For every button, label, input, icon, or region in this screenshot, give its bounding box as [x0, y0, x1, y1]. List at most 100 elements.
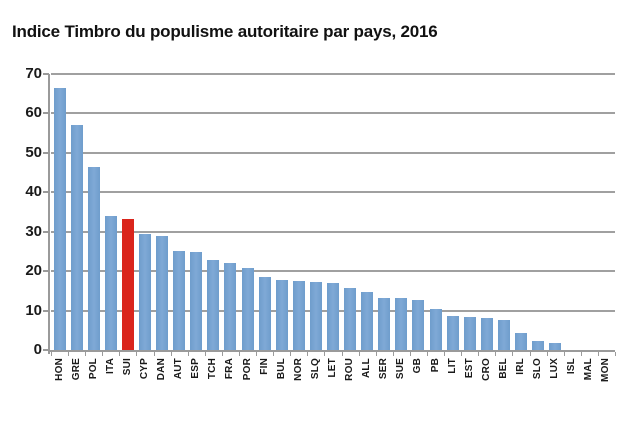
x-axis-tick: [221, 352, 223, 356]
bar-ALL: [361, 291, 374, 350]
x-axis-tick: [239, 352, 240, 356]
gridline-60: [51, 112, 615, 115]
bar-DAN: [156, 235, 169, 350]
x-axis-tick: [461, 352, 463, 356]
x-axis-tick: [392, 352, 394, 356]
bar-BUL: [275, 280, 288, 350]
bar-LIT: [446, 316, 459, 350]
x-axis-tick: [563, 352, 565, 356]
x-axis-label-IRL: IRL: [515, 358, 526, 375]
x-axis-tick: [324, 352, 326, 356]
x-axis-tick: [409, 352, 411, 356]
bar-GRE: [70, 124, 83, 350]
y-axis-tick-label: 50: [25, 143, 42, 161]
bar-LUX: [549, 343, 562, 350]
x-axis-label-NOR: NOR: [292, 358, 304, 381]
y-axis-tick: [43, 230, 49, 233]
x-axis-tick: [427, 352, 428, 356]
x-axis-tick: [478, 352, 480, 356]
bar-SUI: [121, 219, 134, 350]
x-axis-tick: [102, 352, 104, 356]
bar-LET: [327, 283, 339, 350]
x-axis-line: [48, 350, 615, 352]
x-axis-label-BEL: BEL: [497, 358, 509, 379]
bar-SER: [378, 297, 391, 350]
bar-ESP: [190, 252, 203, 350]
x-axis-label-CRO: CRO: [480, 358, 492, 381]
x-axis-label-SUI: SUI: [121, 358, 133, 376]
x-axis-label-SLQ: SLQ: [309, 358, 321, 380]
x-axis-tick: [358, 352, 360, 356]
x-axis-tick: [495, 352, 497, 356]
x-axis-tick: [290, 352, 292, 356]
x-axis-label-ESP: ESP: [190, 358, 202, 379]
x-axis-tick: [615, 352, 616, 356]
bar-BEL: [497, 320, 510, 350]
x-axis-label-SUE: SUE: [395, 358, 407, 380]
y-axis-tick-label: 10: [25, 301, 42, 319]
x-axis-tick: [119, 352, 121, 356]
x-axis-label-ALL: ALL: [361, 358, 373, 379]
x-axis-tick: [512, 352, 514, 356]
y-axis-tick-label: 30: [25, 222, 42, 240]
y-axis-tick-label: 0: [33, 341, 42, 358]
bar-IRL: [515, 332, 527, 350]
x-axis-label-TCH: TCH: [207, 358, 219, 380]
x-axis-tick: [375, 352, 377, 356]
bar-ROU: [344, 288, 357, 350]
x-axis-label-SLO: SLO: [532, 358, 544, 380]
x-axis-label-FIN: FIN: [258, 358, 270, 375]
x-axis-tick: [204, 352, 206, 356]
y-axis-line: [48, 74, 50, 354]
y-axis-tick: [43, 191, 49, 194]
x-axis-tick: [444, 352, 446, 356]
y-axis-tick: [43, 270, 49, 273]
bar-CRO: [480, 318, 493, 350]
x-axis-label-GRE: GRE: [70, 358, 82, 381]
x-axis-label-EST: EST: [463, 358, 475, 379]
bar-GB: [412, 299, 425, 350]
y-axis-tick: [43, 151, 49, 154]
y-axis-tick-label: 20: [25, 262, 42, 280]
y-axis-tick-label: 60: [25, 104, 42, 122]
x-axis-label-POR: POR: [241, 358, 253, 381]
y-axis-tick: [43, 73, 49, 75]
x-axis-label-BUL: BUL: [275, 358, 287, 380]
x-axis-tick: [153, 352, 155, 356]
x-axis-tick: [187, 352, 189, 356]
x-axis-label-PB: PB: [429, 358, 441, 373]
x-axis-label-ISL: ISL: [566, 358, 578, 375]
y-axis-tick-label: 70: [25, 65, 42, 82]
x-axis-tick: [51, 352, 52, 356]
gridline-40: [51, 191, 615, 194]
x-axis-label-AUT: AUT: [173, 358, 185, 380]
x-axis-tick: [341, 352, 343, 356]
x-axis-label-SER: SER: [378, 358, 390, 380]
x-axis-tick: [170, 352, 172, 356]
bar-SLQ: [309, 281, 322, 350]
bar-POR: [241, 268, 254, 350]
bar-CYP: [139, 233, 151, 350]
bar-NOR: [292, 281, 305, 350]
x-axis-label-GB: GB: [412, 358, 424, 374]
bar-HON: [53, 88, 66, 350]
bar-PB: [429, 308, 442, 350]
x-axis-tick: [85, 352, 87, 356]
gridline-70: [51, 73, 615, 75]
gridline-20: [51, 270, 615, 273]
x-axis-tick: [307, 352, 309, 356]
bar-FRA: [224, 263, 237, 350]
x-axis-tick: [68, 352, 70, 356]
x-axis-label-POL: POL: [87, 358, 99, 380]
y-axis-tick-label: 40: [25, 183, 42, 201]
x-axis-label-LIT: LIT: [446, 358, 458, 374]
x-axis-tick: [597, 352, 599, 356]
x-axis-tick: [256, 352, 258, 356]
x-axis-tick: [546, 352, 548, 356]
x-axis-label-MAL: MAL: [583, 358, 595, 381]
chart-title: Indice Timbro du populisme autoritaire p…: [12, 22, 438, 41]
bar-FIN: [258, 277, 271, 350]
bar-AUT: [173, 251, 186, 350]
x-axis-tick: [529, 352, 531, 356]
